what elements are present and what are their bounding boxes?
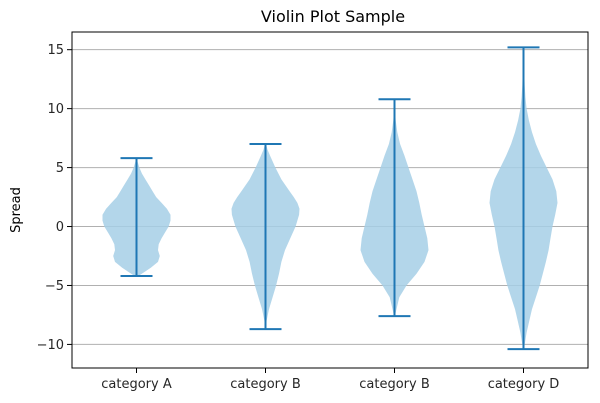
y-tick-label: −5 <box>45 279 64 294</box>
y-tick-label: −10 <box>37 338 64 353</box>
axes: −10 −5 0 5 10 15 category A category B category … <box>37 31 589 392</box>
x-tick-label: category B <box>230 377 301 392</box>
violins <box>102 46 558 351</box>
x-tick-label: category B <box>359 377 430 392</box>
x-tick-label: category D <box>488 377 560 392</box>
y-tick-label: 5 <box>56 161 64 176</box>
x-tick-label: category A <box>101 377 172 392</box>
y-tick-label: 15 <box>47 43 64 58</box>
y-tick-label: 0 <box>56 220 64 235</box>
y-axis-label: Spread <box>9 187 24 233</box>
plot-frame <box>71 31 589 369</box>
chart-title: Violin Plot Sample <box>261 7 405 26</box>
y-tick-label: 10 <box>47 102 64 117</box>
